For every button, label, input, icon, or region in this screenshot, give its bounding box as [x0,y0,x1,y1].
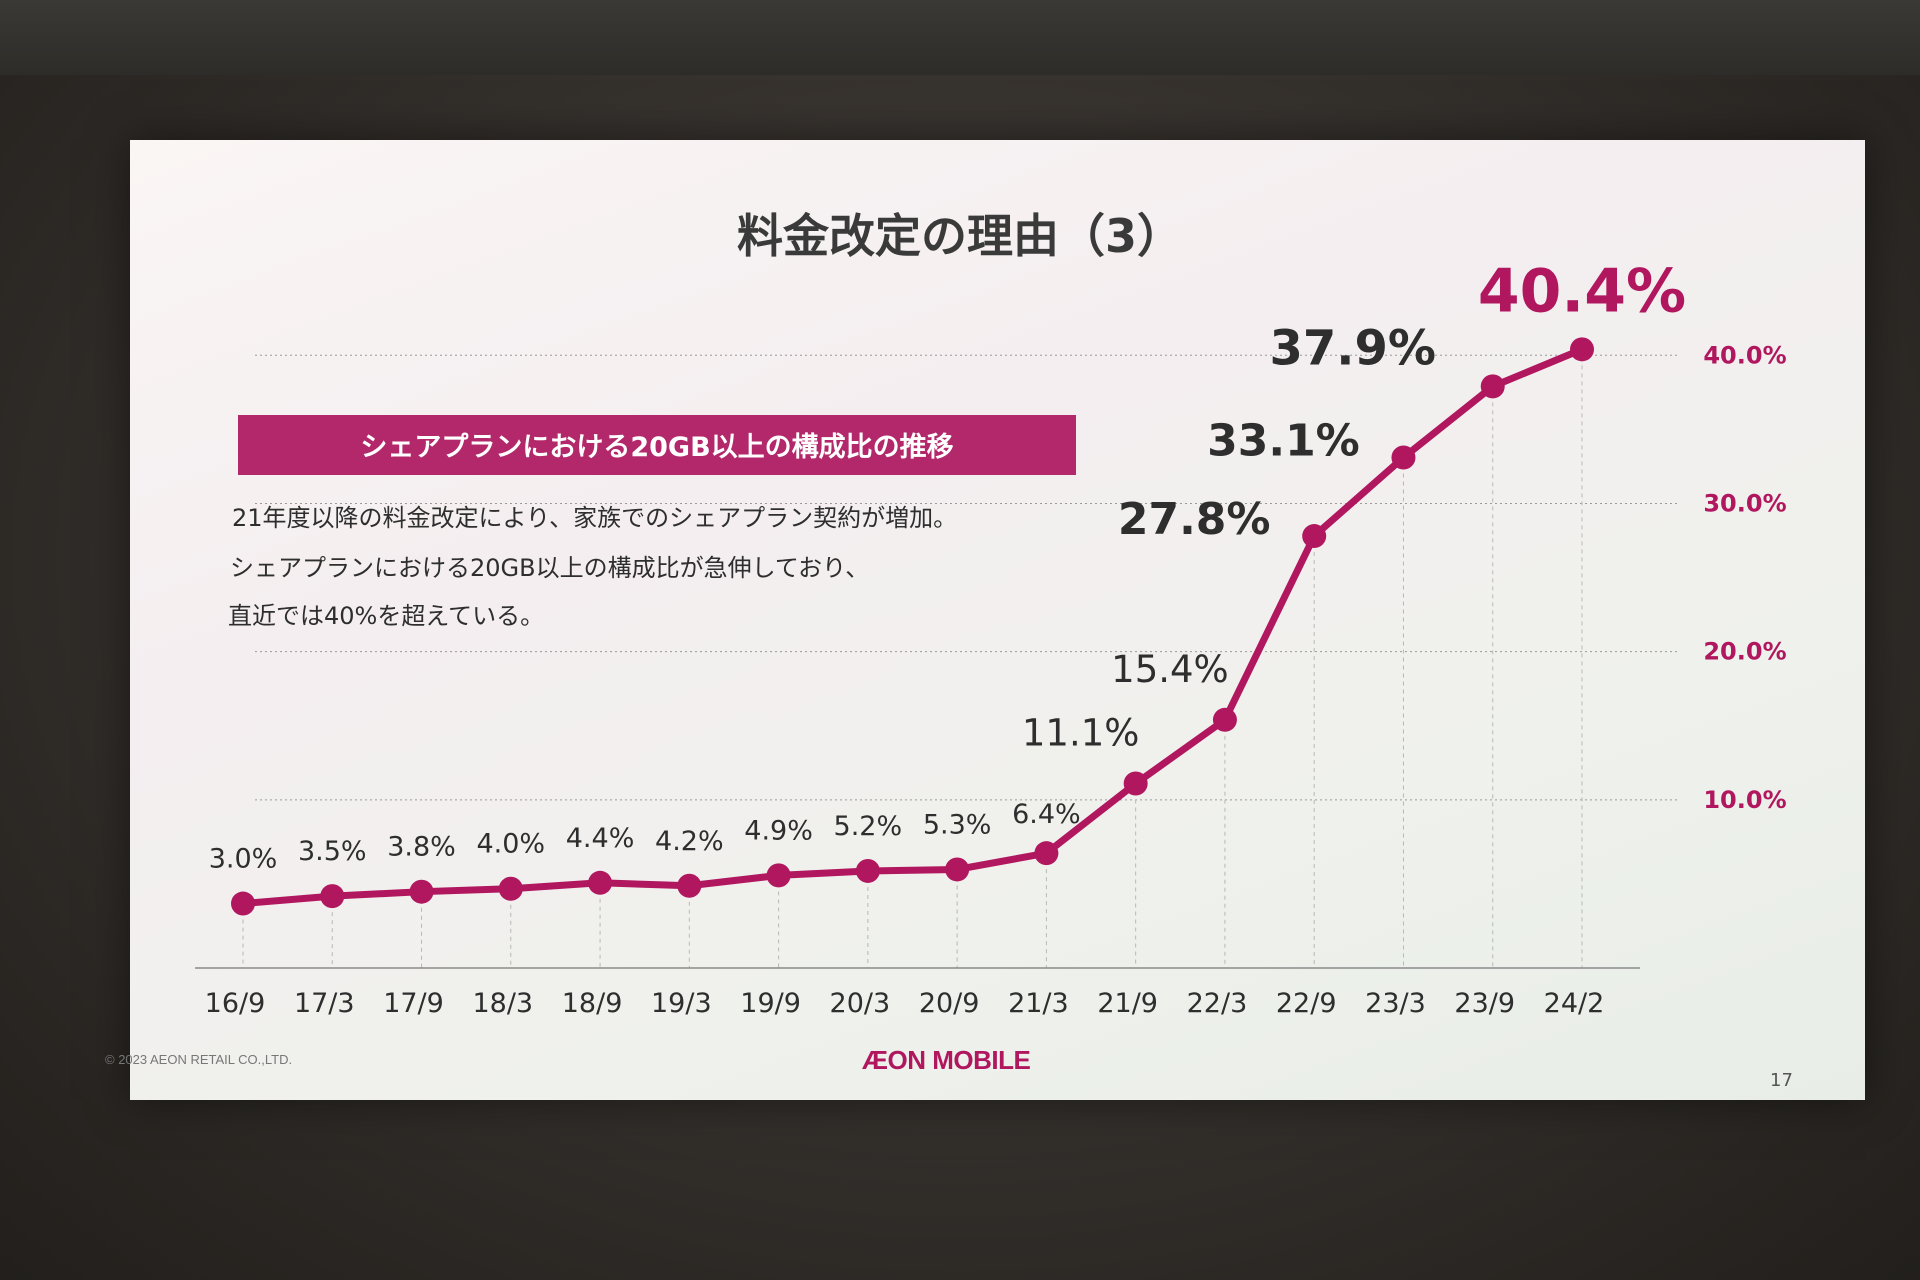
data-point [677,873,702,898]
y-tick-label: 10.0% [1703,786,1786,814]
data-labels: 3.0% 3.5% 3.8% 4.0% 4.4% 4.2% 4.9% 5.2% 5.3% 6.4%… [209,256,1686,874]
x-tick-label: 16/9 [205,988,266,1019]
data-label: 3.0% [209,844,278,875]
x-tick-label: 20/9 [919,988,980,1019]
data-point [766,863,791,888]
data-point [1302,524,1327,549]
data-point [1034,841,1059,866]
data-point [945,857,970,882]
x-tick-label: 22/9 [1276,988,1337,1019]
data-point [1570,337,1594,362]
data-point [1123,771,1148,796]
data-point [1212,707,1237,732]
data-label: 5.3% [923,809,992,840]
x-tick-label: 22/3 [1187,988,1248,1019]
ceiling [0,0,1920,75]
data-label: 6.4% [1012,799,1081,830]
slide-title: 料金改定の理由（3） [737,209,1183,263]
series-share-20gb [231,337,1594,916]
data-point [231,891,255,916]
data-label: 37.9% [1269,320,1436,376]
x-tick-label: 21/3 [1008,988,1069,1019]
data-label: 3.8% [387,832,456,863]
x-tick-label: 19/3 [651,988,712,1019]
series-line [239,345,1586,908]
data-point [588,870,613,895]
data-point [498,876,523,901]
body-line-3: 直近では40%を超えている。 [228,602,544,630]
x-tick-label: 17/9 [383,988,444,1019]
data-point [320,884,345,909]
data-label: 4.9% [744,815,813,846]
x-tick-label: 18/3 [472,988,533,1019]
y-tick-label: 20.0% [1703,638,1786,666]
data-point [409,879,434,904]
data-label: 11.1% [1022,712,1140,755]
y-tick-label: 30.0% [1703,489,1786,517]
x-tick-label: 19/9 [740,988,801,1019]
data-point [1480,374,1505,399]
data-label: 5.2% [834,811,903,842]
aeon-mobile-logo: ÆON MOBILE [862,1045,1031,1075]
x-tick-label: 20/3 [830,988,891,1019]
data-label: 3.5% [298,836,367,867]
data-label: 4.2% [655,826,724,857]
data-label: 4.4% [566,823,635,854]
x-tick-label: 18/9 [562,988,623,1019]
x-axis: 10.0% 20.0% 30.0% 40.0% 16/9 17/3 17/9 18/3 18/9… [195,341,1787,1019]
data-label: 27.8% [1118,494,1271,545]
x-tick-label: 23/9 [1454,988,1515,1019]
y-tick-label: 40.0% [1703,341,1786,369]
banner-text: シェアプランにおける20GB以上の構成比の推移 [360,432,953,463]
projection-screen [130,140,1865,1100]
data-label: 4.0% [476,829,545,860]
data-point [855,858,880,883]
banner-background [238,415,1076,475]
x-tick-label: 24/2 [1544,988,1605,1019]
data-label: 15.4% [1111,648,1229,691]
x-tick-label: 21/9 [1097,988,1158,1019]
copyright: © 2023 AEON RETAIL CO.,LTD. [105,1052,293,1067]
x-tick-label: 17/3 [294,988,355,1019]
body-line-2: シェアプランにおける20GB以上の構成比が急伸しており、 [230,554,869,582]
body-line-1: 21年度以降の料金改定により、家族でのシェアプラン契約が増加。 [232,504,957,532]
data-point [1391,445,1416,470]
data-label: 33.1% [1207,416,1360,467]
x-tick-label: 23/3 [1365,988,1426,1019]
slide-page-number: 17 [1770,1070,1793,1091]
data-label: 40.4% [1478,256,1686,326]
